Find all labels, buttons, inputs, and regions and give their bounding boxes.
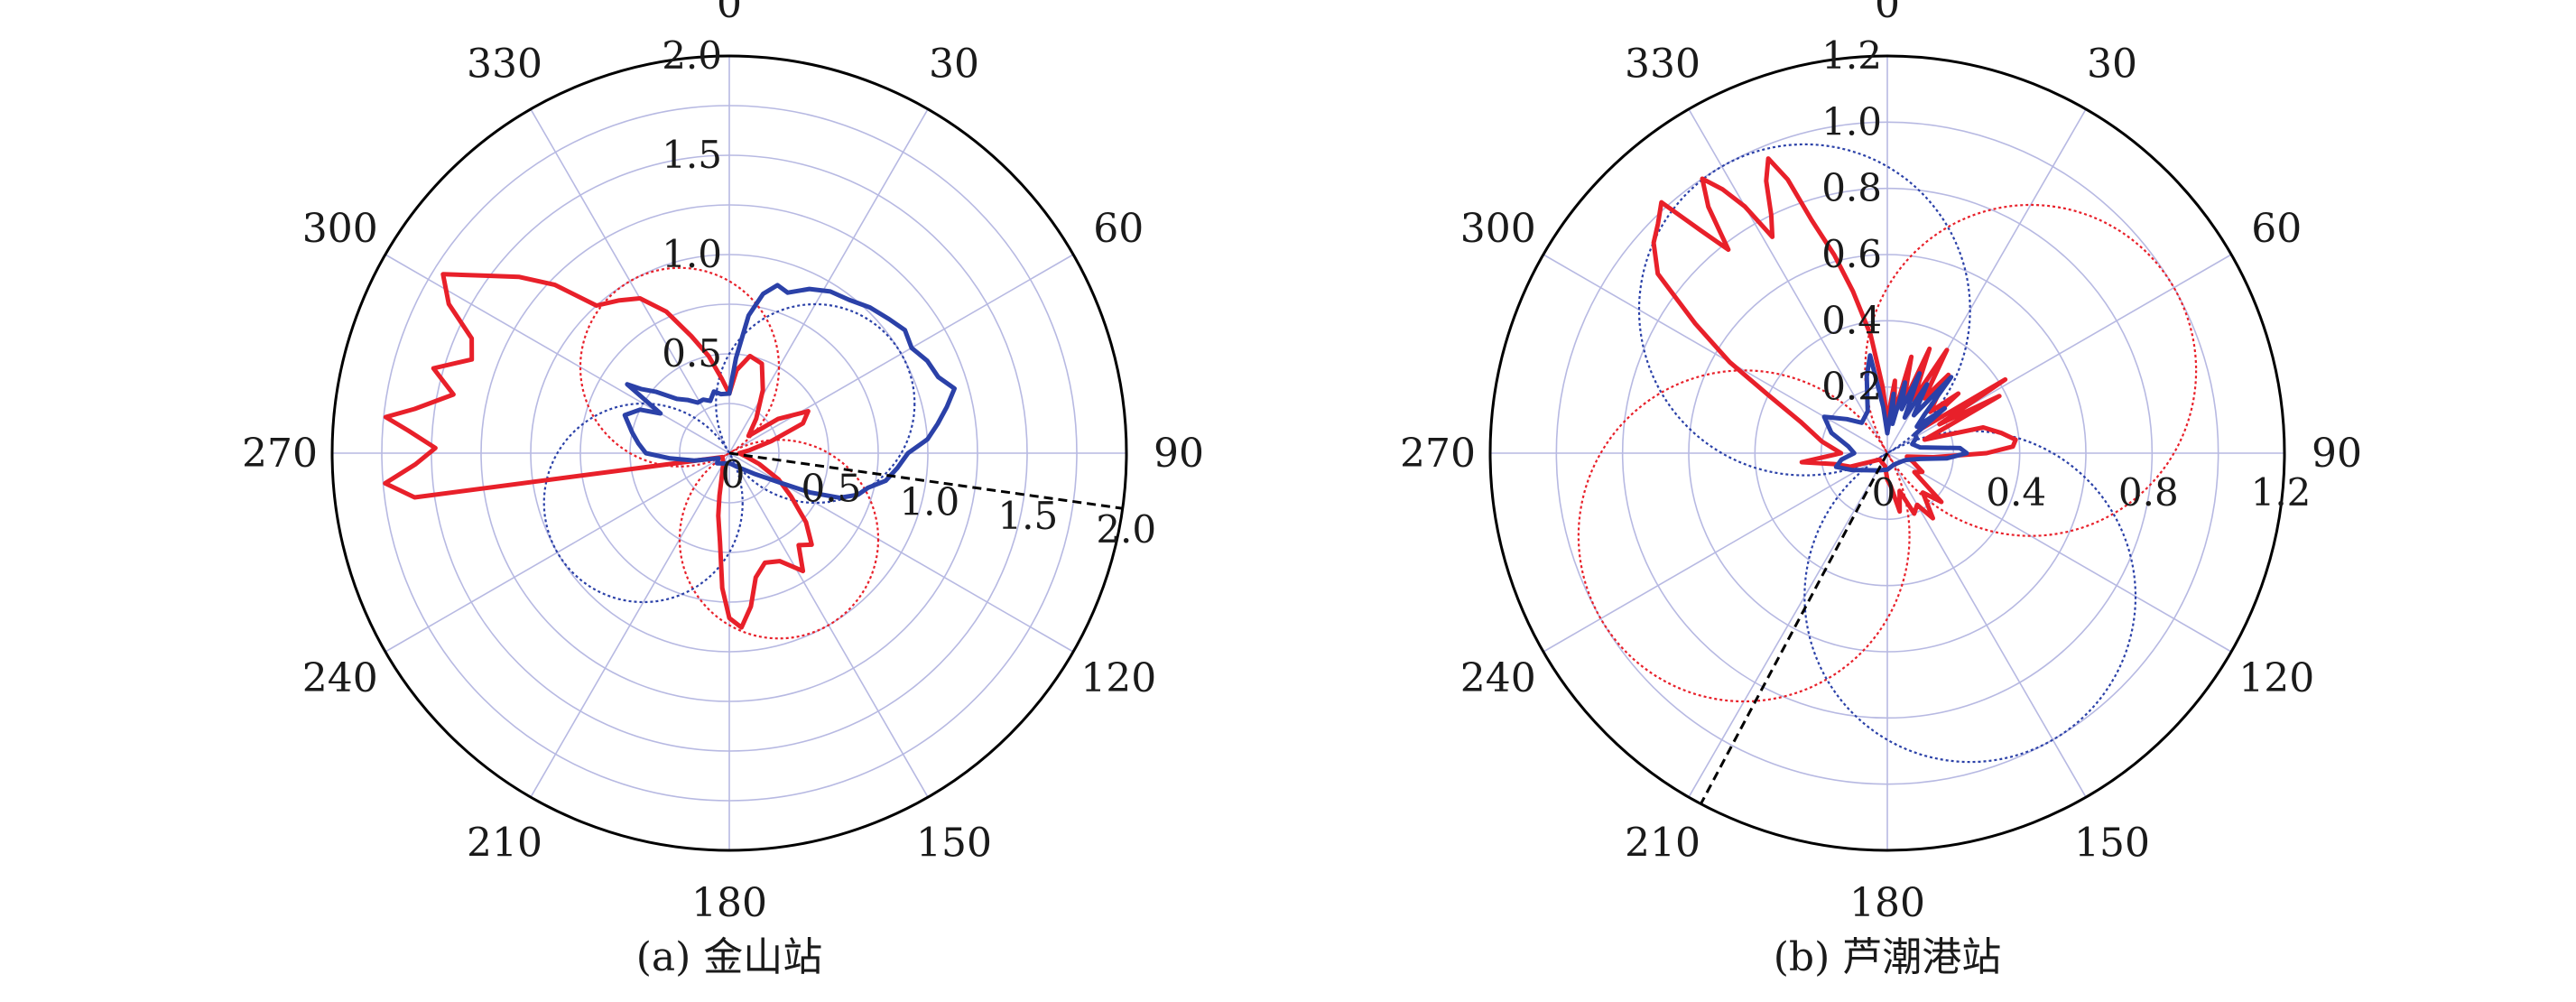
angle-tick-label: 240	[302, 655, 378, 701]
radial-tick-label: 0.8	[1821, 166, 1882, 210]
dotted-circle-blue	[542, 402, 744, 604]
radial-tick-label: 1.2	[2251, 470, 2312, 515]
radial-tick-label: 0.4	[1986, 470, 2046, 515]
series-line-blue	[622, 283, 957, 500]
polar-boundary	[330, 54, 1128, 852]
angle-tick-label: 330	[1625, 42, 1700, 88]
radial-tick-label: 2.0	[1096, 507, 1156, 552]
radial-tick-label: 0.2	[1821, 365, 1882, 409]
dotted-circle-blue	[715, 302, 916, 505]
dotted-circle-red	[579, 266, 781, 468]
dotted-circle-blue	[1803, 430, 2137, 764]
grid-spoke	[530, 108, 730, 454]
radial-tick-label: 0	[1872, 470, 1896, 515]
angle-tick-label: 330	[467, 42, 542, 88]
radial-tick-label: 0.4	[1821, 298, 1882, 342]
angle-tick-label: 270	[242, 431, 318, 477]
angle-tick-label: 0	[1875, 0, 1900, 27]
radial-tick-label: 0	[721, 452, 746, 496]
radial-tick-label: 2.0	[662, 33, 722, 78]
angle-tick-label: 30	[2087, 42, 2137, 88]
angle-tick-label: 30	[929, 42, 979, 88]
angle-tick-label: 210	[467, 820, 542, 866]
radial-tick-label: 1.0	[1821, 99, 1882, 144]
angle-tick-label: 120	[2238, 655, 2314, 701]
radial-tick-label: 0.6	[1821, 232, 1882, 276]
angle-tick-label: 300	[302, 206, 378, 252]
grid-spoke	[385, 254, 730, 454]
grid-spoke	[1543, 254, 1888, 454]
polar-boundary	[1488, 54, 2286, 852]
radial-tick-label: 1.5	[662, 133, 722, 177]
angle-tick-label: 90	[1154, 431, 1204, 477]
radial-tick-label: 0.5	[662, 331, 722, 376]
polar-chart-b: 0 30 60 90 120 150 180 210 240 270 300 330 0.2 0.4 0.6…	[1400, 0, 2362, 926]
angle-tick-label: 60	[2251, 206, 2302, 252]
angle-tick-label: 180	[1849, 880, 1925, 926]
dotted-circle-red	[1577, 369, 1911, 703]
grid-spoke	[1688, 108, 1888, 454]
angle-tick-label: 270	[1400, 431, 1476, 477]
grid-spoke	[1543, 452, 1888, 653]
caption-b: (b) 芦潮港站	[1774, 934, 2001, 980]
dotted-circle-blue	[1637, 143, 1971, 477]
grid-spoke	[530, 452, 730, 798]
angle-tick-label: 120	[1080, 655, 1156, 701]
dotted-circle-red	[678, 439, 880, 640]
polar-chart-a: 0 30 60 90 120 150 180 210 240 270 300 330 0.5 1.0 1.5…	[242, 0, 1204, 926]
angle-tick-label: 150	[916, 820, 992, 866]
angle-tick-label: 300	[1460, 206, 1536, 252]
caption-a: (a) 金山站	[636, 934, 823, 980]
series-line-red	[383, 272, 814, 630]
radial-tick-label: 1.2	[1821, 33, 1882, 78]
reference-dashed-line	[728, 451, 1123, 510]
grid-spoke	[1688, 452, 1888, 798]
grid-spoke	[385, 452, 730, 653]
radial-tick-label: 0.8	[2118, 470, 2179, 515]
series-line-red	[1651, 156, 2018, 521]
radial-tick-label: 1.5	[997, 494, 1058, 538]
series-line-blue	[1821, 353, 1969, 473]
reference-dashed-line	[1700, 452, 1889, 805]
grid-spoke	[1886, 452, 2232, 653]
radial-tick-label: 0.5	[802, 466, 862, 510]
radial-tick-label: 1.0	[899, 480, 959, 524]
angle-tick-label: 60	[1093, 206, 1144, 252]
angle-tick-label: 0	[717, 0, 742, 27]
angle-tick-label: 210	[1625, 820, 1700, 866]
dotted-circle-red	[1864, 203, 2198, 537]
angle-tick-label: 90	[2312, 431, 2362, 477]
angle-tick-label: 150	[2074, 820, 2150, 866]
angle-tick-label: 180	[691, 880, 767, 926]
angle-tick-label: 240	[1460, 655, 1536, 701]
radial-tick-label: 1.0	[662, 232, 722, 276]
